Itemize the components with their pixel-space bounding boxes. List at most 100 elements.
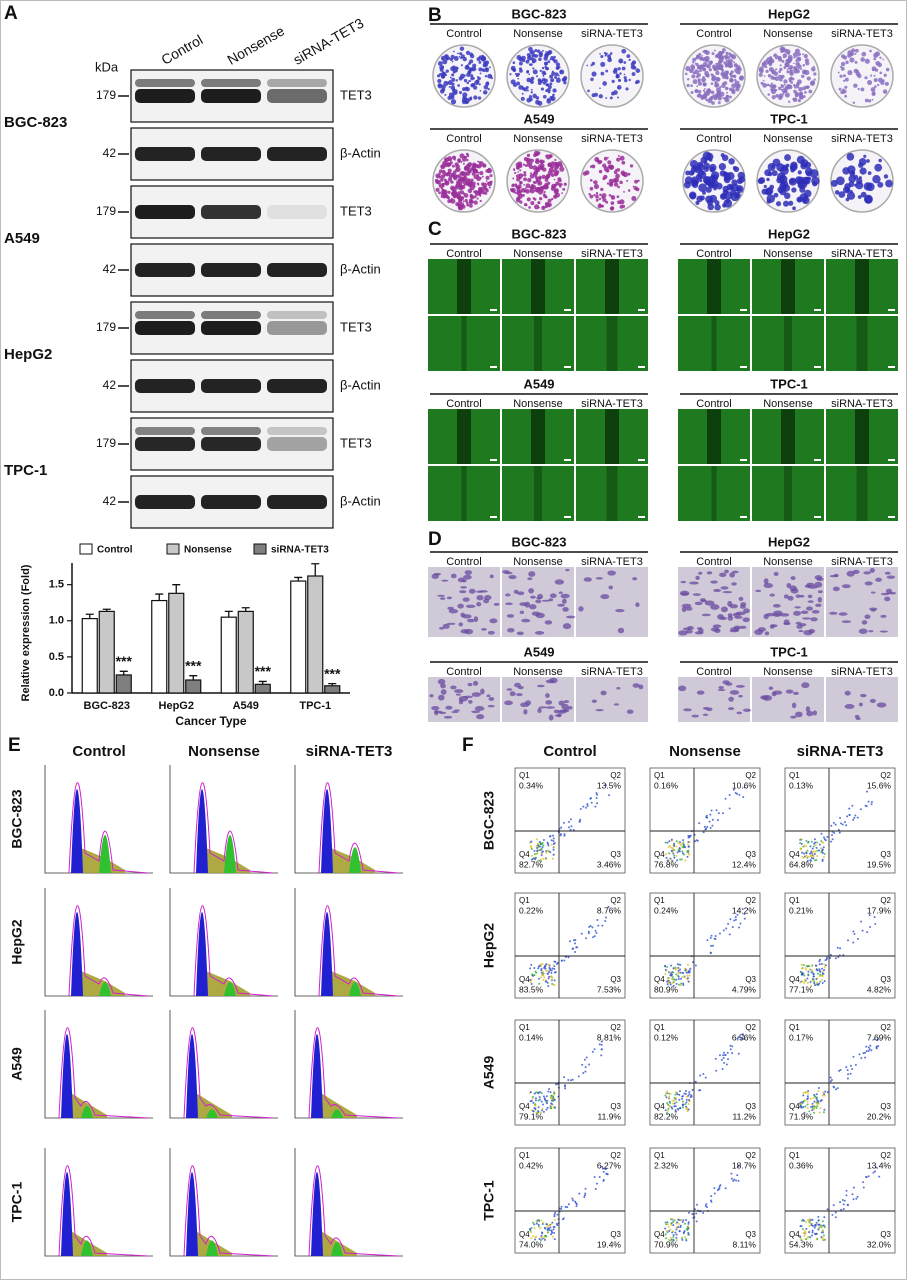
event-dot: [842, 1208, 845, 1211]
event-dot: [820, 847, 823, 850]
g1-peak: [311, 1034, 323, 1118]
migrated-cell: [678, 630, 688, 636]
blot-band: [135, 89, 195, 103]
event-dot: [693, 840, 696, 843]
migrated-cell: [458, 622, 463, 627]
event-dot: [549, 1091, 552, 1094]
event-dot: [813, 980, 816, 983]
bar: [254, 683, 271, 694]
migrated-cell: [530, 595, 536, 599]
event-dot: [530, 1237, 533, 1240]
blot-band: [201, 495, 261, 509]
colony: [512, 61, 516, 65]
event-dot: [668, 1095, 671, 1098]
colony: [607, 156, 609, 159]
event-dot: [874, 923, 877, 926]
event-dot: [545, 980, 548, 983]
event-dot: [581, 1063, 584, 1066]
colony: [628, 58, 631, 62]
event-dot: [669, 1236, 672, 1239]
event-dot: [684, 1092, 687, 1095]
colony: [557, 161, 563, 167]
colony: [700, 97, 704, 100]
colony: [457, 84, 460, 87]
event-dot: [805, 1221, 808, 1224]
event-dot: [546, 972, 549, 975]
event-dot: [710, 1200, 713, 1203]
event-dot: [584, 1192, 587, 1195]
colony: [699, 178, 703, 183]
cell-line-label: BGC-823: [4, 114, 67, 131]
event-dot: [584, 1066, 587, 1069]
migrated-cell: [561, 598, 567, 604]
event-dot: [538, 982, 541, 985]
event-dot: [540, 971, 543, 974]
column-label: Nonsense: [513, 28, 563, 40]
migrated-cell: [545, 679, 555, 684]
event-dot: [812, 972, 815, 975]
migrated-cell: [565, 568, 570, 572]
event-dot: [679, 843, 682, 846]
quadrant-name: Q1: [789, 771, 800, 780]
colony: [813, 65, 815, 68]
migrated-cell: [447, 606, 454, 610]
colony: [873, 74, 876, 77]
g2-peak: [206, 1109, 218, 1118]
colony: [527, 177, 532, 183]
colony: [617, 200, 621, 205]
event-dot: [738, 793, 741, 796]
event-dot: [595, 1182, 598, 1185]
colony: [691, 74, 696, 79]
colony: [451, 77, 456, 82]
event-dot: [606, 1173, 609, 1176]
bar: [98, 610, 115, 694]
event-dot: [550, 971, 553, 974]
colony: [715, 70, 720, 76]
event-dot: [819, 1100, 822, 1103]
event-dot: [816, 1105, 819, 1108]
blot-band: [201, 311, 261, 319]
quadrant-percent: 32.0%: [867, 1239, 892, 1249]
event-dot: [823, 980, 826, 983]
event-dot: [575, 1205, 578, 1208]
event-dot: [571, 1078, 574, 1081]
colony: [702, 64, 705, 68]
colony: [719, 170, 726, 177]
event-dot: [711, 944, 714, 947]
colony: [537, 201, 541, 204]
event-dot: [682, 1104, 685, 1107]
fit-line: [308, 1165, 399, 1257]
event-dot: [801, 973, 804, 976]
colony: [450, 198, 456, 204]
scale-bar: [490, 516, 497, 518]
event-dot: [543, 1237, 546, 1240]
colony: [466, 64, 469, 66]
event-dot: [670, 1222, 673, 1225]
event-dot: [685, 1238, 688, 1241]
event-dot: [535, 838, 538, 841]
event-dot: [832, 821, 835, 824]
event-dot: [811, 1109, 814, 1112]
error-bar: [155, 593, 164, 601]
colony: [773, 192, 779, 198]
legend-swatch: [253, 543, 267, 555]
event-dot: [583, 1195, 586, 1198]
colony: [804, 58, 809, 63]
legend-label: siRNA-TET3: [271, 545, 329, 556]
migrated-cell: [557, 603, 565, 607]
group-title: BGC-823: [512, 6, 567, 21]
migrated-cell: [817, 590, 823, 594]
event-dot: [585, 1056, 588, 1059]
event-dot: [546, 1229, 549, 1232]
colony: [873, 57, 877, 61]
quadrant-percent: 0.24%: [654, 905, 679, 915]
event-dot: [690, 1095, 693, 1098]
migrated-cell: [875, 577, 882, 582]
event-dot: [811, 853, 814, 856]
quadrant-percent: 3.46%: [597, 859, 622, 869]
colony: [736, 71, 739, 75]
event-dot: [670, 838, 673, 841]
colony: [769, 84, 772, 87]
migrated-cell: [460, 586, 467, 589]
event-dot: [672, 971, 675, 974]
